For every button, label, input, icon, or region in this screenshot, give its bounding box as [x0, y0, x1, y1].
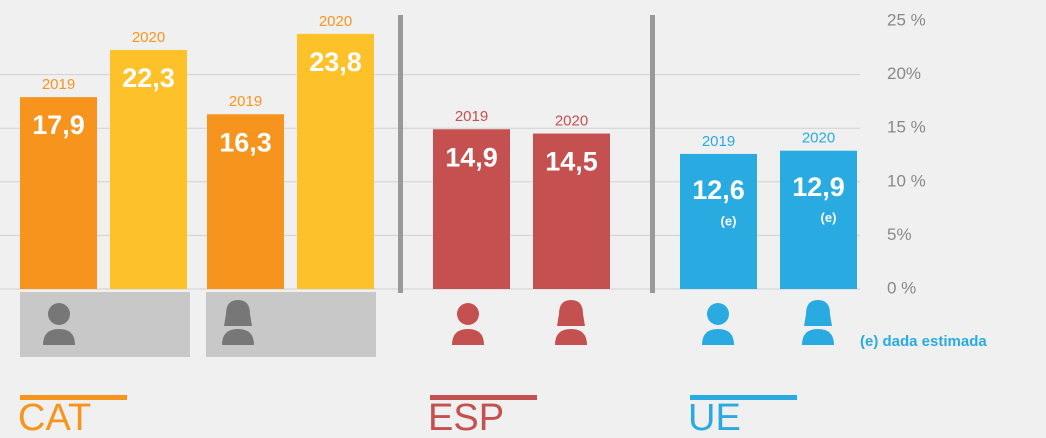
male-icon [43, 303, 75, 345]
female-icon [222, 300, 254, 345]
male-icon [452, 303, 484, 345]
y-tick-label: 0 % [887, 278, 916, 297]
year-label: 2020 [802, 130, 835, 147]
male-icon [702, 303, 734, 345]
year-label: 2019 [229, 93, 262, 110]
icons [43, 300, 834, 345]
y-tick-label: 15 % [887, 118, 926, 137]
bar [533, 133, 610, 289]
bar [680, 153, 757, 289]
group-rule [430, 395, 537, 400]
y-tick-label: 20% [887, 64, 921, 83]
bar [20, 97, 97, 289]
group-label: ESP [428, 397, 504, 438]
year-label: 2019 [42, 76, 75, 93]
icon-box [20, 292, 190, 357]
group-label: CAT [18, 397, 91, 438]
female-icon [555, 300, 587, 345]
icon-strip [20, 292, 376, 357]
year-label: 2020 [555, 113, 588, 130]
y-tick-label: 5% [887, 225, 912, 244]
value-label: 14,9 [445, 142, 498, 172]
bar [297, 33, 374, 289]
separator [650, 15, 655, 293]
bar [207, 114, 284, 289]
group-rule [20, 395, 127, 400]
value-label: 23,8 [309, 47, 362, 77]
bar [110, 49, 187, 289]
bar [433, 129, 510, 289]
value-label: 14,5 [545, 147, 598, 177]
value-label: 12,6 [692, 175, 745, 205]
note: (e) [821, 210, 837, 225]
note: (e) [721, 213, 737, 228]
bar [780, 150, 857, 289]
value-label: 12,9 [792, 172, 845, 202]
value-label: 17,9 [32, 110, 85, 140]
y-tick-label: 10 % [887, 171, 926, 190]
group-label: UE [688, 397, 741, 438]
separator [398, 15, 403, 293]
year-label: 2019 [702, 133, 735, 150]
y-tick-label: 25 % [887, 10, 926, 29]
year-label: 2020 [319, 13, 352, 30]
female-icon [802, 300, 834, 345]
year-label: 2019 [455, 108, 488, 125]
value-label: 22,3 [122, 63, 175, 93]
footnote: (e) dada estimada [860, 333, 987, 350]
year-label: 2020 [132, 29, 165, 46]
value-label: 16,3 [219, 127, 272, 157]
group-rule [690, 395, 797, 400]
